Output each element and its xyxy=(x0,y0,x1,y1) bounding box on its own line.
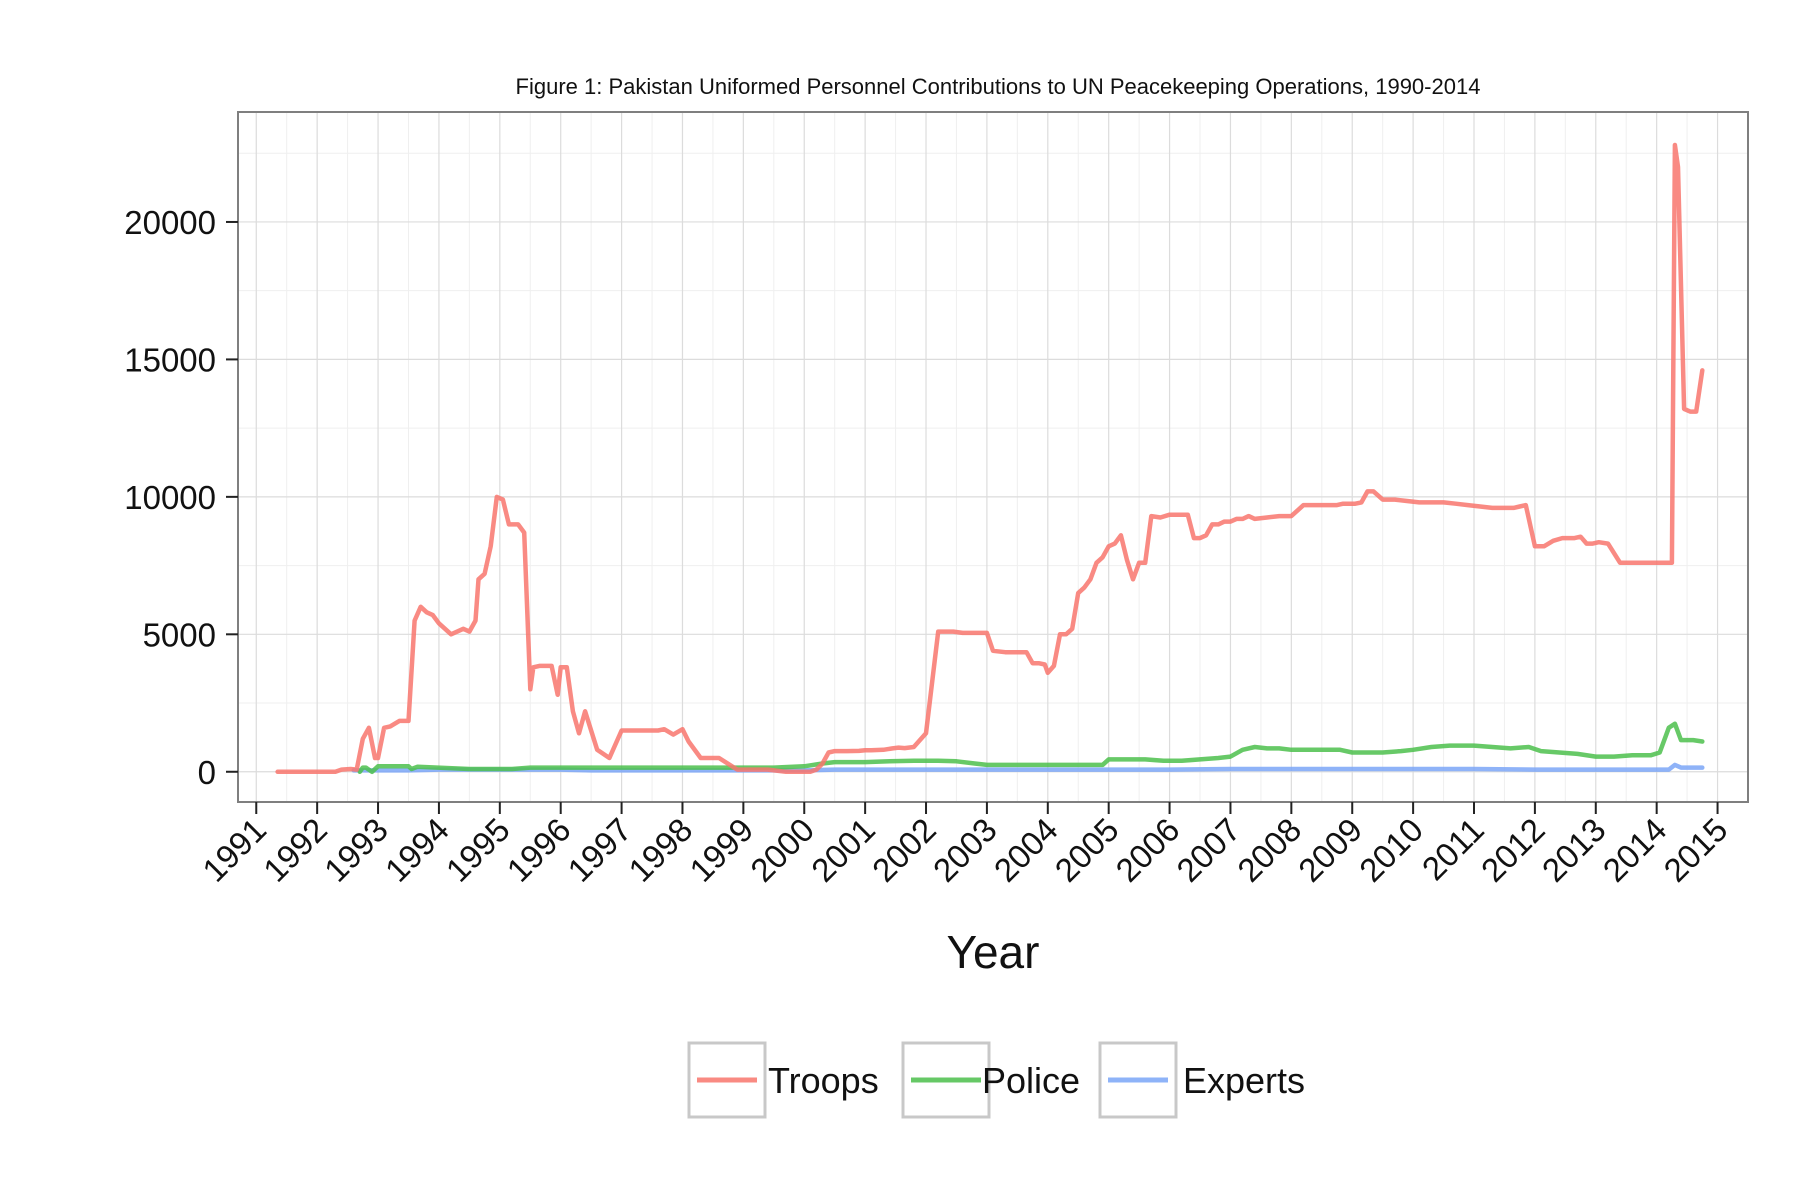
x-tick-label: 2012 xyxy=(1474,811,1552,889)
legend-item-troops: Troops xyxy=(687,1041,879,1119)
x-tick-label: 2014 xyxy=(1596,811,1674,889)
x-tick-label: 2004 xyxy=(987,811,1065,889)
legend: Troops Police Experts xyxy=(687,1041,1305,1119)
x-tick-label: 2015 xyxy=(1656,811,1734,889)
x-tick-label: 2006 xyxy=(1108,811,1186,889)
x-tick-label: 1997 xyxy=(560,811,638,889)
y-tick-label: 15000 xyxy=(124,341,216,378)
x-tick-label: 2010 xyxy=(1352,811,1430,889)
x-tick-label: 2009 xyxy=(1291,811,1369,889)
legend-item-experts: Experts xyxy=(1098,1041,1305,1119)
x-tick-label: 1999 xyxy=(682,811,760,889)
x-tick-label: 1995 xyxy=(439,811,517,889)
y-axis: 0 5000 10000 15000 20000 xyxy=(124,204,238,791)
chart-title: Figure 1: Pakistan Uniformed Personnel C… xyxy=(516,74,1481,99)
x-tick-label: 2005 xyxy=(1048,811,1126,889)
x-tick-label: 1998 xyxy=(621,811,699,889)
x-tick-label: 2013 xyxy=(1535,811,1613,889)
y-tick-label: 10000 xyxy=(124,479,216,516)
x-tick-label: 2011 xyxy=(1415,811,1491,887)
x-tick-label: 2003 xyxy=(926,811,1004,889)
plot-border xyxy=(237,111,1749,803)
legend-label: Experts xyxy=(1183,1060,1305,1101)
y-tick-label: 0 xyxy=(198,754,216,791)
x-tick-label: 2007 xyxy=(1169,811,1247,889)
x-tick-label: 2002 xyxy=(865,811,943,889)
y-tick-label: 20000 xyxy=(124,204,216,241)
x-tick-label: 1992 xyxy=(256,811,334,889)
series-line-troops xyxy=(275,142,1705,775)
minor-gridlines xyxy=(238,112,1748,802)
x-tick-label: 2001 xyxy=(804,811,882,889)
x-tick-label: 1996 xyxy=(500,811,578,889)
legend-item-police: Police xyxy=(901,1041,1080,1119)
legend-label: Troops xyxy=(768,1060,879,1101)
x-tick-label: 2008 xyxy=(1230,811,1308,889)
series-layer xyxy=(275,142,1705,775)
plot-background xyxy=(238,112,1748,802)
x-tick-label: 2000 xyxy=(743,811,821,889)
series-line-police xyxy=(357,721,1705,775)
legend-label: Police xyxy=(982,1060,1080,1101)
x-tick-label: 1994 xyxy=(378,811,456,889)
x-axis: 1991199219931994199519961997199819992000… xyxy=(195,802,1735,889)
major-gridlines xyxy=(238,112,1748,802)
x-axis-title: Year xyxy=(947,926,1040,978)
y-tick-label: 5000 xyxy=(143,616,216,653)
x-tick-label: 1991 xyxy=(195,811,273,889)
x-tick-label: 1993 xyxy=(317,811,395,889)
